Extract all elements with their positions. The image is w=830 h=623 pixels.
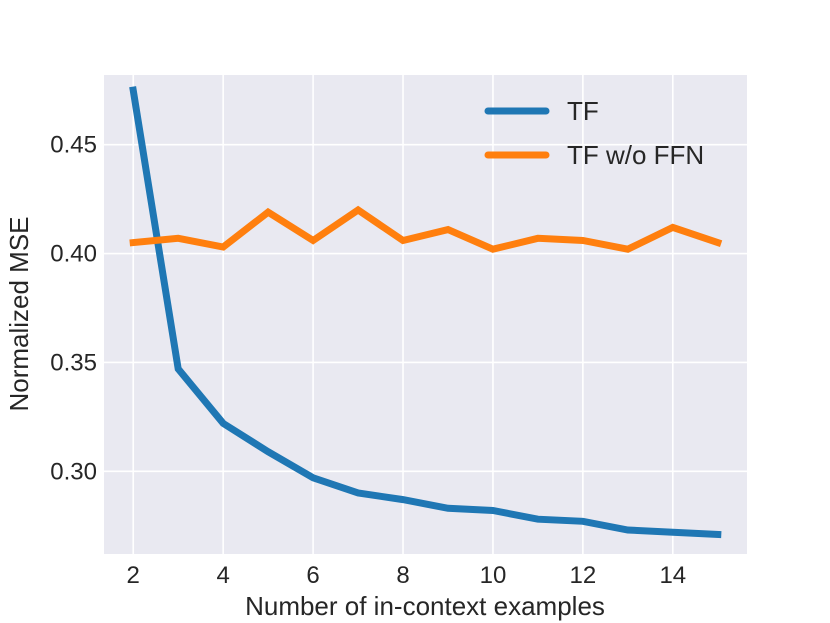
x-tick-label: 6 — [306, 562, 319, 589]
x-tick-labels: 2 4 6 8 10 12 14 — [127, 562, 687, 589]
x-tick-label: 12 — [570, 562, 597, 589]
x-tick-label: 8 — [396, 562, 409, 589]
legend: TF TF w/o FFN — [484, 96, 704, 170]
series-lines — [129, 86, 723, 539]
y-tick-label: 0.40 — [50, 241, 97, 268]
series-line-tf-wo-ffn — [129, 205, 723, 253]
y-tick-labels: 0.30 0.35 0.40 0.45 — [50, 132, 97, 486]
series-line-tf — [129, 86, 722, 539]
x-tick-label: 14 — [659, 562, 686, 589]
x-tick-label: 10 — [480, 562, 507, 589]
y-tick-label: 0.45 — [50, 132, 97, 159]
y-tick-label: 0.35 — [50, 349, 97, 376]
legend-label: TF — [567, 96, 599, 126]
y-tick-label: 0.30 — [50, 458, 97, 485]
plot-area — [104, 75, 747, 554]
x-tick-label: 4 — [216, 562, 229, 589]
x-tick-label: 2 — [127, 562, 140, 589]
grid-lines — [104, 75, 747, 554]
x-axis-label: Number of in-context examples — [245, 591, 605, 621]
legend-label: TF w/o FFN — [567, 140, 704, 170]
y-axis-label: Normalized MSE — [4, 216, 34, 411]
